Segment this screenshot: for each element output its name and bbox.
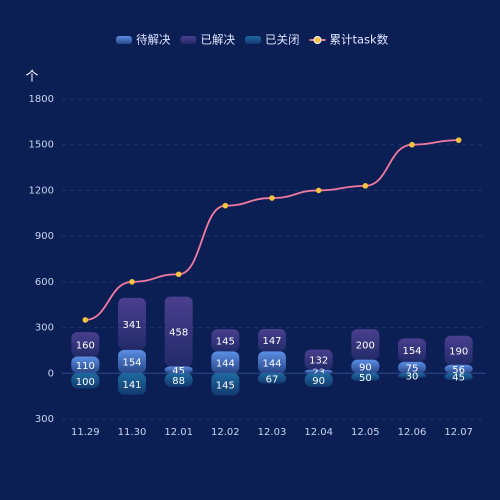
bar xyxy=(398,373,426,378)
value-label: 160 xyxy=(76,340,95,351)
line-point xyxy=(455,137,462,143)
value-label: 90 xyxy=(312,376,325,387)
bar xyxy=(164,373,193,387)
bar xyxy=(71,332,100,357)
bar xyxy=(118,373,146,395)
bar xyxy=(444,364,473,374)
value-label: 144 xyxy=(262,358,281,369)
y-tick-label: 0 xyxy=(48,368,54,379)
line-point xyxy=(129,279,135,285)
value-label: 145 xyxy=(216,380,235,391)
line-point xyxy=(222,202,229,209)
value-label: 50 xyxy=(359,373,372,384)
y-tick-label: 1200 xyxy=(29,185,54,196)
x-tick-label: 11.30 xyxy=(118,427,147,438)
y-tick-label: 1800 xyxy=(29,94,54,105)
bar xyxy=(71,356,100,374)
y-tick-label: 600 xyxy=(35,277,54,288)
value-label: 154 xyxy=(402,346,421,357)
value-label: 56 xyxy=(452,365,465,376)
bar xyxy=(444,373,473,381)
y-tick-label: 300 xyxy=(35,323,54,334)
bar xyxy=(118,297,146,350)
legend: 待解决 已解决 已关闭 累计task数 xyxy=(116,33,389,47)
bar xyxy=(351,329,380,360)
x-tick-label: 12.04 xyxy=(304,427,333,438)
y-axis-label: 个 xyxy=(25,70,38,85)
x-tick-label: 12.01 xyxy=(164,427,193,438)
value-label: 341 xyxy=(122,320,141,331)
value-label: 141 xyxy=(122,380,141,391)
x-tick-label: 11.29 xyxy=(71,427,100,438)
legend-label: 已解决 xyxy=(201,33,236,47)
legend-marker xyxy=(313,36,322,44)
value-label: 147 xyxy=(262,336,281,347)
bar xyxy=(351,359,380,374)
value-label: 30 xyxy=(406,372,419,383)
value-label: 110 xyxy=(76,361,95,372)
legend-label: 累计task数 xyxy=(330,33,389,47)
line-point xyxy=(409,141,415,148)
value-label: 45 xyxy=(452,373,465,384)
y-tick-label: 1500 xyxy=(29,140,54,151)
legend-swatch xyxy=(245,36,261,44)
bar xyxy=(444,335,473,365)
bar xyxy=(71,373,100,389)
legend-label: 已关闭 xyxy=(265,33,300,47)
bar xyxy=(118,349,146,374)
line-point xyxy=(315,187,322,194)
line-point xyxy=(82,317,89,323)
bar xyxy=(258,328,286,352)
bar xyxy=(164,296,193,367)
bar xyxy=(398,338,426,362)
bar xyxy=(258,373,286,384)
legend-swatch xyxy=(180,36,197,44)
x-tick-label: 12.07 xyxy=(444,427,473,438)
bar xyxy=(164,366,193,374)
value-label: 145 xyxy=(216,336,235,347)
value-label: 190 xyxy=(449,346,468,357)
value-label: 88 xyxy=(172,376,185,387)
x-tick-label: 12.03 xyxy=(258,427,287,438)
value-label: 154 xyxy=(122,358,141,369)
value-label: 132 xyxy=(309,356,328,367)
bar xyxy=(304,373,333,387)
value-label: 45 xyxy=(172,366,185,377)
y-tick-label: 300 xyxy=(35,414,54,425)
value-label: 100 xyxy=(76,377,95,388)
value-label: 23 xyxy=(312,368,325,379)
bar xyxy=(304,349,333,370)
x-tick-label: 12.05 xyxy=(351,427,380,438)
bar xyxy=(304,369,333,374)
bar xyxy=(211,329,240,352)
x-tick-label: 12.02 xyxy=(211,427,240,438)
value-label: 200 xyxy=(356,340,375,351)
bar xyxy=(258,351,286,374)
value-label: 144 xyxy=(216,358,235,369)
line xyxy=(85,139,459,321)
bar xyxy=(351,373,380,381)
bar xyxy=(398,361,426,374)
bar xyxy=(211,351,240,374)
value-label: 67 xyxy=(266,374,279,385)
value-label: 90 xyxy=(359,362,372,373)
line-point xyxy=(269,195,275,201)
value-label: 75 xyxy=(406,364,419,375)
y-tick-label: 900 xyxy=(35,231,54,242)
line-point xyxy=(175,271,182,278)
bar xyxy=(211,373,240,396)
value-label: 458 xyxy=(169,328,188,339)
legend-label: 待解决 xyxy=(136,33,171,47)
legend-swatch xyxy=(116,36,132,44)
line-point xyxy=(362,183,369,189)
x-tick-label: 12.06 xyxy=(398,427,427,438)
